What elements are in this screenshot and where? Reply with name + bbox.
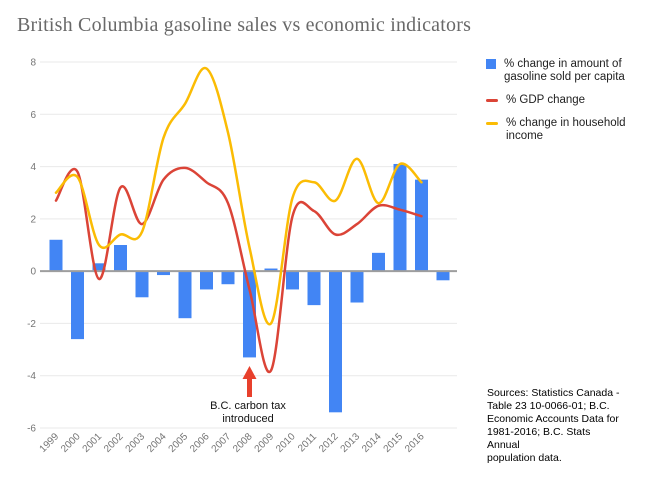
- legend-label-gdp: % GDP change: [506, 94, 586, 106]
- y-axis-tick-label: -4: [27, 371, 36, 382]
- bar-2007: [221, 271, 235, 285]
- bar-2013: [350, 271, 364, 303]
- x-axis-tick-label: 2004: [145, 431, 169, 455]
- bar-2010: [286, 271, 299, 290]
- x-axis-tick-label: 2013: [339, 431, 363, 455]
- x-axis-tick-label: 2005: [167, 431, 191, 455]
- x-axis-tick-label: 2014: [360, 431, 384, 455]
- source-note: Sources: Statistics Canada - Table 23 10…: [487, 387, 620, 464]
- x-axis-tick-label: 2010: [274, 431, 298, 455]
- y-axis-tick-label: 2: [30, 214, 36, 225]
- legend-item-gdp: % GDP change: [486, 94, 654, 107]
- bar-2011: [307, 271, 321, 306]
- x-axis-tick-label: 2009: [253, 431, 277, 455]
- x-axis-tick-label: 2015: [382, 431, 406, 455]
- line-series: [54, 66, 423, 326]
- bar-2015: [393, 163, 407, 272]
- bar-2016: [415, 179, 428, 272]
- bar-1999: [49, 239, 63, 272]
- y-axis-tick-label: 8: [30, 58, 36, 69]
- bar-2014: [372, 252, 385, 272]
- x-axis-tick-label: 2001: [81, 431, 105, 455]
- x-axis-tick-label: 2003: [124, 431, 148, 455]
- bar-2000: [71, 271, 84, 340]
- y-axis-tick-label: -6: [27, 424, 36, 435]
- bar-2009: [264, 268, 278, 272]
- bar-2017: [436, 271, 450, 281]
- bar-2006: [200, 271, 213, 290]
- y-axis-tick-label: 0: [30, 267, 36, 278]
- bar-2003: [135, 271, 149, 298]
- chart-legend: % change in amount of gasoline sold per …: [486, 58, 654, 153]
- bar-2001: [92, 263, 106, 272]
- gdp-series-swatch-icon: [486, 99, 498, 102]
- x-axis-tick-label: 2011: [296, 431, 319, 454]
- legend-label-gasoline: % change in amount of gasoline sold per …: [504, 58, 625, 83]
- y-axis-tick-label: 4: [30, 162, 36, 173]
- income-series-swatch-icon: [486, 122, 498, 125]
- x-axis-tick-label: 2002: [102, 431, 126, 455]
- y-axis-tick-label: 6: [30, 110, 36, 121]
- x-axis-tick-label: 2006: [188, 431, 212, 455]
- legend-item-gasoline: % change in amount of gasoline sold per …: [486, 58, 654, 84]
- bar-2005: [178, 271, 192, 319]
- legend-label-income: % change in household income: [506, 117, 626, 142]
- annotation-arrow-icon: [242, 366, 257, 397]
- bar-2008: [243, 271, 256, 358]
- x-axis-tick-label: 2008: [231, 431, 255, 455]
- chart-title: British Columbia gasoline sales vs econo…: [17, 14, 472, 36]
- bar-2002: [114, 245, 127, 272]
- bar-2012: [329, 271, 342, 413]
- x-axis-tick-label: 2016: [403, 431, 427, 455]
- y-axis-tick-label: -2: [27, 319, 36, 330]
- line-series: [54, 166, 423, 374]
- x-axis-tick-label: 2012: [317, 431, 341, 455]
- x-axis-tick-label: 1999: [38, 431, 62, 455]
- carbon-tax-annotation: B.C. carbon tax introduced: [210, 400, 286, 425]
- bar-2004: [157, 271, 170, 276]
- x-axis-tick-label: 2000: [59, 431, 83, 455]
- legend-item-income: % change in household income: [486, 117, 654, 143]
- x-axis-tick-label: 2007: [210, 431, 234, 455]
- gasoline-series-swatch-icon: [486, 59, 496, 69]
